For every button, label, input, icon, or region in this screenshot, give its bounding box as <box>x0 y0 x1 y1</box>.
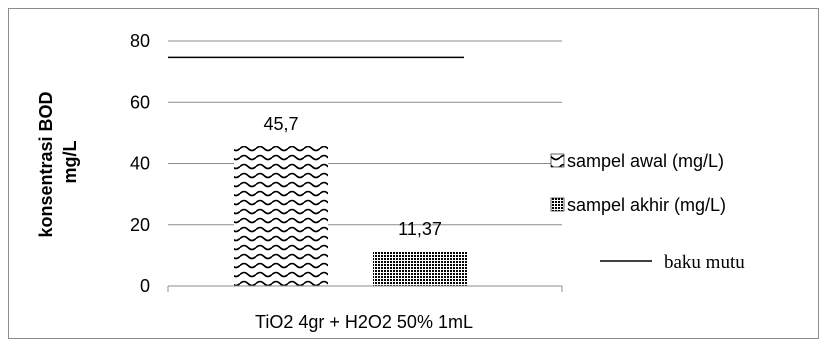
legend: sampel awal (mg/L) sampel akhir (mg/L) b… <box>550 151 745 273</box>
y-tick-label: 20 <box>130 215 150 235</box>
y-axis-label: konsentrasi BOD mg/L <box>36 86 80 237</box>
data-label-sampel-akhir: 11,37 <box>398 219 442 239</box>
legend-swatch-dots <box>550 197 565 212</box>
y-tick-label: 0 <box>140 276 150 296</box>
bar-sampel-awal <box>234 146 328 286</box>
y-tick-label: 40 <box>130 154 150 174</box>
legend-item-sampel-awal: sampel awal (mg/L) <box>550 151 724 171</box>
legend-item-sampel-akhir: sampel akhir (mg/L) <box>550 195 726 215</box>
legend-label-baku-mutu: baku mutu <box>664 252 745 273</box>
bar-sampel-akhir <box>373 251 467 286</box>
legend-swatch-wave <box>550 153 565 168</box>
gridlines <box>168 40 562 226</box>
y-tick-labels: 0 20 40 60 80 <box>130 31 150 296</box>
data-label-sampel-awal: 45,7 <box>263 114 298 134</box>
y-tick-label: 60 <box>130 92 150 112</box>
y-axis-label-line-2: mg/L <box>60 140 80 183</box>
data-labels: 45,7 11,37 <box>263 114 441 239</box>
y-axis-label-line-1: konsentrasi BOD <box>36 91 56 237</box>
y-tick-label: 80 <box>130 31 150 51</box>
legend-label-sampel-akhir: sampel akhir (mg/L) <box>567 195 726 215</box>
x-category-label: TiO2 4gr + H2O2 50% 1mL <box>255 312 473 332</box>
legend-item-baku-mutu: baku mutu <box>600 252 745 273</box>
bars <box>234 146 467 286</box>
legend-label-sampel-awal: sampel awal (mg/L) <box>567 151 724 171</box>
